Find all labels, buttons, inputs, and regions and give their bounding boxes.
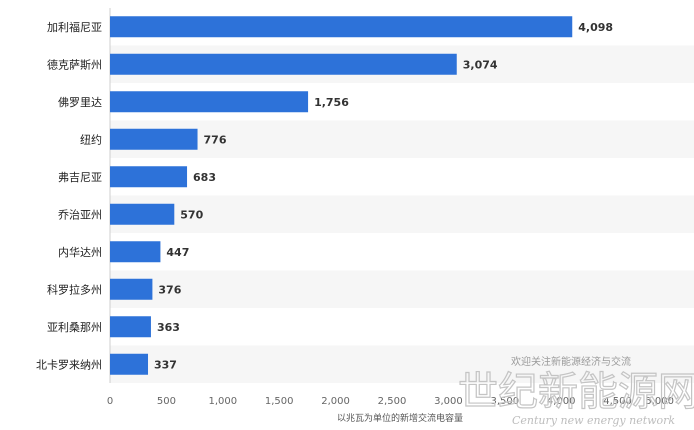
watermark: 欢迎关注新能源经济与交流 世纪新能源网 Century new energy n… [457,355,694,427]
row-bands [110,45,694,383]
x-tick-label: 0 [107,396,113,407]
bars [110,16,573,375]
x-tick-labels: 0 500 1,000 1,500 2,000 2,500 3,000 3,500 4,000 4… [107,396,674,407]
row-band [110,195,694,233]
x-tick-label: 4,500 [603,396,632,407]
row-band [110,120,694,158]
bar [110,128,198,150]
bar [110,316,151,338]
value-label: 683 [193,171,216,184]
x-tick-label: 3,000 [434,396,463,407]
category-label: 科罗拉多州 [47,282,102,296]
category-labels: 加利福尼亚德克萨斯州佛罗里达纽约弗吉尼亚乔治亚州内华达州科罗拉多州亚利桑那州北卡… [36,20,102,372]
watermark-top-text: 欢迎关注新能源经济与交流 [511,355,631,368]
value-label: 447 [166,246,189,259]
value-label: 376 [158,283,181,296]
watermark-main-text: 世纪新能源网 [458,369,694,415]
category-label: 乔治亚州 [58,207,102,221]
category-label: 佛罗里达 [58,96,102,109]
value-label: 337 [154,358,177,371]
bar [110,353,149,375]
bar [110,91,309,113]
category-label: 德克萨斯州 [47,57,102,71]
category-label: 弗吉尼亚 [58,170,102,184]
category-label: 加利福尼亚 [47,20,102,34]
x-tick-label: 4,000 [547,396,576,407]
row-band [110,270,694,308]
value-label: 570 [180,208,203,221]
x-tick-label: 1,500 [265,396,294,407]
x-tick-label: 1,000 [208,396,237,407]
bar [110,53,457,75]
x-axis-title: 以兆瓦为单位的新增交流电容量 [337,412,463,424]
value-labels: 4,098 3,074 1,756 776 683 570 447 376 363 337 [154,21,613,372]
category-label: 亚利桑那州 [47,321,102,334]
value-label: 3,074 [463,58,498,71]
watermark-sub-text: Century new energy network [512,414,675,427]
x-tick-label: 500 [157,396,176,407]
value-label: 1,756 [314,96,349,109]
value-label: 4,098 [578,21,613,34]
bar [110,278,153,300]
category-label: 纽约 [80,132,102,146]
bar [110,203,175,225]
x-tick-label: 3,500 [490,396,519,407]
value-label: 363 [157,321,180,334]
bar [110,16,573,38]
value-label: 776 [204,133,227,146]
bar [110,166,188,188]
row-band [110,345,694,383]
category-label: 北卡罗来纳州 [36,358,102,371]
x-tick-label: 2,500 [378,396,407,407]
category-label: 内华达州 [58,245,102,259]
x-tick-label: 2,000 [321,396,350,407]
bar [110,241,161,263]
x-tick-label: 5,000 [645,396,674,407]
